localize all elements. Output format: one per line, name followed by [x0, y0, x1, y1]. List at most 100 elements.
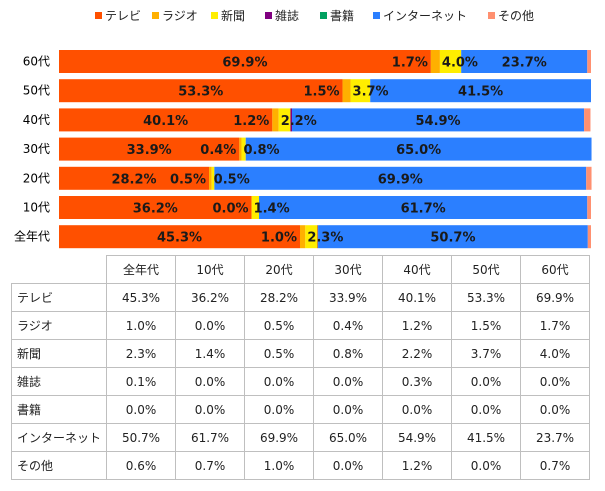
- data-table: 全年代 10代 20代 30代 40代 50代 60代 テレビ 45.3% 36.2% 28.2%…: [11, 255, 590, 480]
- table-column-header: 40代: [382, 255, 452, 284]
- table-cell: 61.7%: [175, 423, 245, 452]
- table-row: 新聞 2.3% 1.4% 0.5% 0.8% 2.2% 3.7% 4.0%: [11, 339, 590, 368]
- bar-segment-0-6: [587, 50, 591, 73]
- data-label: 28.2%: [111, 172, 156, 187]
- table-row-label: ラジオ: [11, 311, 107, 340]
- bar-segment-6-6: [587, 225, 591, 249]
- bar-segment-5-2: [251, 196, 260, 219]
- table-row-label: 新聞: [11, 339, 107, 368]
- bar-segment-5-0: [59, 196, 252, 219]
- bar-segment-3-5: [245, 137, 592, 161]
- table-cell: 0.5%: [244, 311, 314, 340]
- bar-segment-3-2: [241, 137, 246, 161]
- legend-swatch-series-2: [211, 12, 218, 19]
- table-row-label: 雑誌: [11, 367, 107, 396]
- table-row: 雑誌 0.1% 0.0% 0.0% 0.0% 0.3% 0.0% 0.0%: [11, 367, 590, 396]
- table-cell: 0.0%: [451, 451, 521, 480]
- table-cell: 0.0%: [313, 451, 383, 480]
- legend-label-series-4: 書籍: [330, 8, 354, 23]
- table-row-label: インターネット: [11, 423, 107, 452]
- table-cell: 0.8%: [313, 339, 383, 368]
- table-cell: 65.0%: [313, 423, 383, 452]
- table-cell: 0.0%: [451, 367, 521, 396]
- table-cell: 0.3%: [382, 367, 452, 396]
- category-label: 60代: [23, 55, 50, 69]
- table-column-header: 20代: [244, 255, 314, 284]
- data-label: 36.2%: [133, 202, 178, 217]
- legend-swatch-series-0: [95, 12, 102, 19]
- table-row-label: テレビ: [11, 283, 107, 312]
- table-cell: 0.0%: [244, 395, 314, 424]
- data-label: 0.4%: [200, 143, 236, 158]
- chart-legend: テレビ ラジオ 新聞 雑誌 書籍 インターネット その他: [95, 8, 534, 23]
- table-cell: 1.2%: [382, 451, 452, 480]
- table-cell: 1.4%: [175, 339, 245, 368]
- data-label: 2.3%: [307, 231, 343, 246]
- bar-segment-5-5: [259, 196, 588, 219]
- bar-segment-2-2: [278, 108, 291, 132]
- bar-segment-2-3: [290, 108, 293, 132]
- table-corner-cell: [11, 255, 107, 284]
- bar-segment-4-0: [59, 166, 210, 190]
- table-cell: 0.0%: [106, 395, 176, 424]
- table-row: テレビ 45.3% 36.2% 28.2% 33.9% 40.1% 53.3% 69.9%: [11, 283, 590, 312]
- table-cell: 1.0%: [244, 451, 314, 480]
- category-label: 20代: [23, 171, 50, 185]
- data-label: 1.2%: [233, 114, 269, 129]
- table-cell: 23.7%: [520, 423, 590, 452]
- table-cell: 53.3%: [451, 283, 521, 312]
- table-cell: 2.3%: [106, 339, 176, 368]
- bar-segment-3-1: [239, 137, 242, 161]
- data-label: 33.9%: [127, 143, 172, 158]
- bar-segment-0-1: [430, 50, 440, 73]
- table-cell: 1.7%: [520, 311, 590, 340]
- data-label: 2.2%: [281, 114, 317, 129]
- table-cell: 0.7%: [520, 451, 590, 480]
- bar-segment-0-5: [461, 50, 588, 73]
- table-cell: 33.9%: [313, 283, 383, 312]
- data-label: 0.5%: [170, 172, 206, 187]
- legend-label-series-1: ラジオ: [162, 9, 198, 23]
- data-label: 40.1%: [143, 114, 188, 129]
- table-cell: 41.5%: [451, 423, 521, 452]
- legend-swatch-series-5: [373, 12, 380, 19]
- table-cell: 0.0%: [313, 395, 383, 424]
- bar-segment-6-1: [299, 225, 306, 249]
- legend-swatch-series-1: [152, 12, 159, 19]
- table-column-header: 全年代: [106, 255, 176, 284]
- bar-segment-2-5: [292, 108, 585, 132]
- table-cell: 1.5%: [451, 311, 521, 340]
- category-label: 全年代: [14, 229, 50, 244]
- legend-label-series-6: その他: [498, 9, 534, 23]
- table-cell: 0.0%: [382, 395, 452, 424]
- legend-label-series-2: 新聞: [221, 8, 245, 23]
- table-column-header: 60代: [520, 255, 590, 284]
- legend-label-series-0: テレビ: [105, 9, 141, 23]
- data-label: 65.0%: [396, 143, 441, 158]
- bar-segment-1-0: [59, 79, 343, 103]
- table-cell: 69.9%: [520, 283, 590, 312]
- table-cell: 4.0%: [520, 339, 590, 368]
- table-row: インターネット 50.7% 61.7% 69.9% 65.0% 54.9% 41.5% 23.…: [11, 423, 590, 452]
- category-label: 30代: [23, 142, 50, 156]
- table-column-header: 10代: [175, 255, 245, 284]
- table-cell: 0.4%: [313, 311, 383, 340]
- table-row-label: 書籍: [11, 395, 107, 424]
- bar-segment-3-0: [59, 137, 240, 161]
- bar-segment-4-6: [586, 166, 592, 190]
- table-cell: 3.7%: [451, 339, 521, 368]
- data-label: 4.0%: [442, 56, 478, 71]
- bar-segment-0-2: [439, 50, 462, 73]
- table-cell: 0.1%: [106, 367, 176, 396]
- data-label: 3.7%: [353, 85, 389, 100]
- legend-swatch-series-4: [320, 12, 327, 19]
- category-label: 50代: [23, 84, 50, 98]
- legend-swatch-series-3: [265, 12, 272, 19]
- data-label: 61.7%: [401, 202, 446, 217]
- data-labels: 69.9% 1.7% 4.0% 23.7% 53.3% 1.5% 3.7% 41.5% 40.1…: [111, 56, 546, 246]
- bar-segment-4-5: [214, 166, 587, 190]
- table-row: その他 0.6% 0.7% 1.0% 0.0% 1.2% 0.0% 0.7%: [11, 451, 590, 480]
- data-label: 50.7%: [430, 231, 475, 246]
- data-label: 54.9%: [415, 114, 460, 129]
